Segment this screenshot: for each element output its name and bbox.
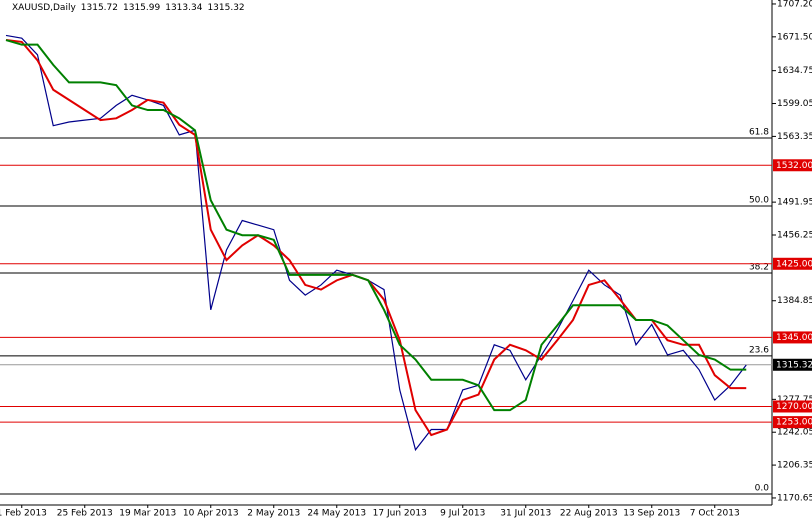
y-tick-label: 1277.75 xyxy=(777,395,812,405)
x-tick-label: 7 Oct 2013 xyxy=(690,509,740,519)
x-tick-label: 1 Feb 2013 xyxy=(0,509,47,519)
x-tick-label: 2 May 2013 xyxy=(247,509,300,519)
indicator-line xyxy=(5,39,747,437)
ohlc-value: 1315.72 xyxy=(81,3,118,13)
ohlc-value: 1315.32 xyxy=(207,3,244,13)
x-tick-label: 17 Jun 2013 xyxy=(373,509,427,519)
x-tick-label: 24 May 2013 xyxy=(307,509,366,519)
x-tick-label: 19 Mar 2013 xyxy=(119,509,176,519)
level-label: 1315.32 xyxy=(776,360,812,370)
level-label: 1270.00 xyxy=(776,402,812,412)
y-tick-label: 1206.35 xyxy=(777,461,812,471)
fib-label: 61.8 xyxy=(749,128,769,138)
symbol: XAUUSD,Daily xyxy=(12,3,76,13)
level-label: 1532.00 xyxy=(776,161,812,171)
y-tick-label: 1170.65 xyxy=(777,493,812,503)
level-box xyxy=(773,331,812,344)
y-tick-label: 1563.35 xyxy=(777,132,812,142)
fib-label: 50.0 xyxy=(749,195,769,205)
y-tick-label: 1491.95 xyxy=(777,198,812,208)
y-tick-label: 1242.05 xyxy=(777,428,812,438)
y-tick-label: 1599.05 xyxy=(777,99,812,109)
fib-label: 0.0 xyxy=(755,483,770,493)
x-tick-label: 22 Aug 2013 xyxy=(560,509,618,519)
level-label: 1253.00 xyxy=(776,418,812,428)
indicator-line xyxy=(5,39,747,412)
fib-label: 38.2 xyxy=(749,262,769,272)
level-box xyxy=(773,358,812,371)
y-tick-label: 1707.20 xyxy=(777,0,812,9)
level-label: 1345.00 xyxy=(776,333,812,343)
x-tick-label: 25 Feb 2013 xyxy=(57,509,113,519)
y-tick-label: 1456.25 xyxy=(777,231,812,241)
x-tick-label: 31 Jul 2013 xyxy=(500,509,551,519)
level-box xyxy=(773,416,812,429)
level-box xyxy=(773,159,812,172)
y-tick-label: 1671.50 xyxy=(777,32,812,42)
level-box xyxy=(773,257,812,270)
chart-title: XAUUSD,Daily 1315.72 1315.99 1313.34 1315.32 xyxy=(12,3,245,13)
y-tick-label: 1634.75 xyxy=(777,66,812,76)
ohlc-value: 1315.99 xyxy=(123,3,160,13)
x-tick-label: 10 Apr 2013 xyxy=(183,509,239,519)
x-tick-label: 9 Jul 2013 xyxy=(440,509,485,519)
level-box xyxy=(773,400,812,413)
ohlc-value: 1313.34 xyxy=(165,3,202,13)
y-tick-label: 1384.85 xyxy=(777,296,812,306)
fib-label: 23.6 xyxy=(749,345,769,355)
level-label: 1425.00 xyxy=(776,259,812,269)
x-tick-label: 13 Sep 2013 xyxy=(623,509,680,519)
